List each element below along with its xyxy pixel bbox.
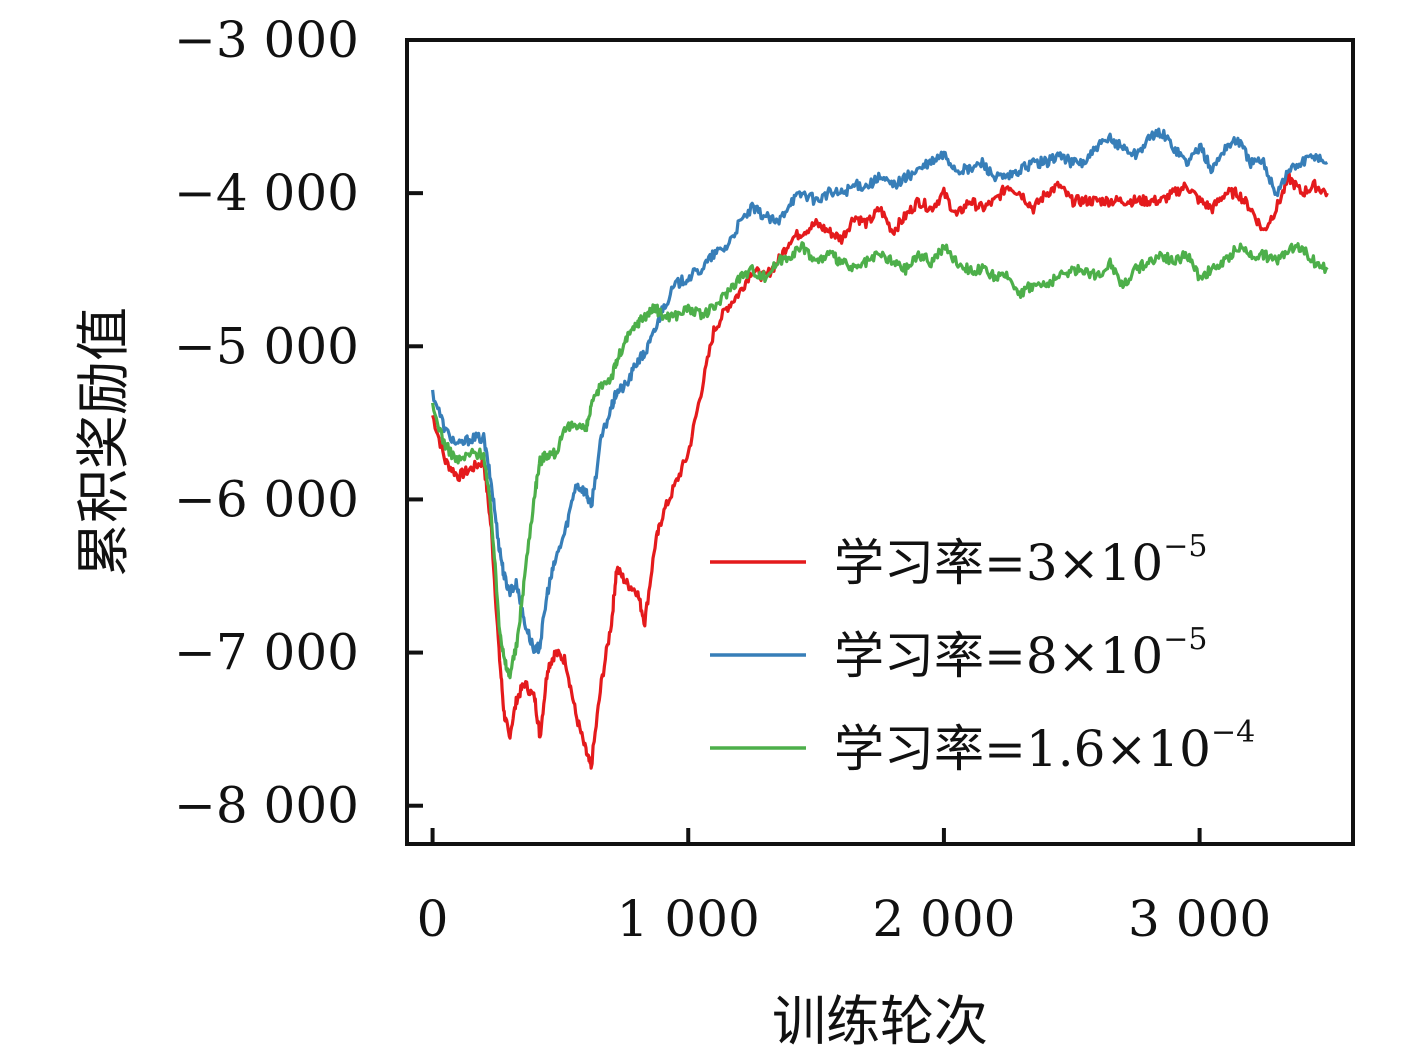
- legend: 学习率=3×10−5 学习率=8×10−5 学习率=1.6×10−4: [710, 529, 1255, 778]
- x-tick-label: 2 000: [872, 890, 1015, 948]
- y-axis-label: 累积奖励值: [72, 307, 135, 577]
- x-axis-label: 训练轮次: [772, 990, 988, 1053]
- legend-label-2: 学习率=8×10−5: [834, 622, 1207, 685]
- series-line-3: [431, 241, 1329, 680]
- x-tick-label: 0: [417, 890, 449, 948]
- x-tick-label: 3 000: [1128, 890, 1271, 948]
- x-tick-label: 1 000: [617, 890, 760, 948]
- legend-label-3: 学习率=1.6×10−4: [834, 715, 1255, 778]
- series-line-2: [431, 127, 1329, 655]
- y-tick-label: −5 000: [174, 317, 359, 375]
- plot-frame: [405, 38, 1355, 846]
- y-tick-label: −3 000: [174, 11, 359, 69]
- y-tick-label: −6 000: [174, 470, 359, 528]
- y-tick-label: −7 000: [174, 624, 359, 682]
- y-tick-label: −4 000: [174, 164, 359, 222]
- series-layer: [431, 127, 1329, 770]
- series-line-1: [431, 171, 1329, 770]
- legend-label-1: 学习率=3×10−5: [834, 529, 1207, 592]
- ticks-layer: −3 000 −4 000 −5 000 −6 000 −7 000 −8 000 0 1 0…: [174, 11, 1271, 948]
- y-tick-label: −8 000: [174, 777, 359, 835]
